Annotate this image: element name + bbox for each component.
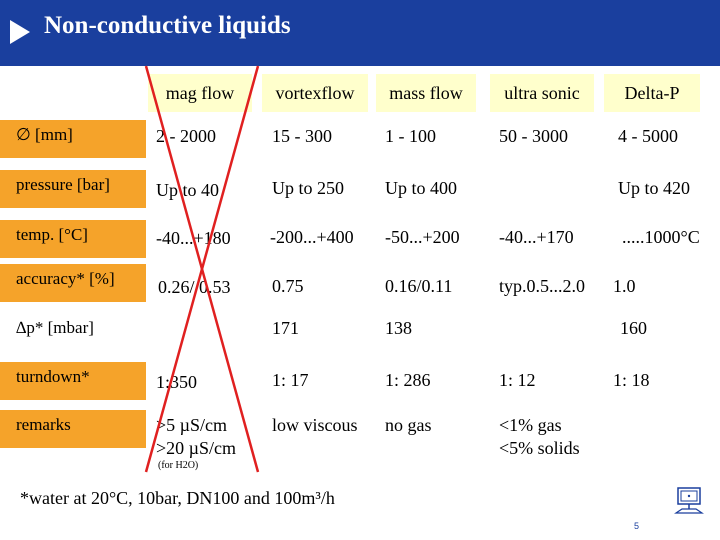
table-cell: 50 - 3000 — [499, 126, 568, 146]
row-label-pressure-drop: ∆p* [mbar] — [16, 318, 94, 337]
page-title: Non-conductive liquids — [44, 12, 291, 39]
row-label-accuracy: accuracy* [%] — [0, 264, 146, 302]
table-cell: no gas — [385, 415, 432, 435]
row-label-turndown: turndown* — [0, 362, 146, 400]
table-cell: .....1000°C — [622, 227, 700, 247]
table-cell: <1% gas — [499, 415, 562, 435]
table-cell: 0.16/0.11 — [385, 276, 453, 296]
table-cell: low viscous — [272, 415, 358, 435]
monitor-icon — [674, 487, 704, 514]
column-header-vortexflow: vortexflow — [262, 74, 368, 112]
table-cell: 1:350 — [156, 372, 198, 392]
table-cell: 2 - 2000 — [156, 126, 216, 146]
table-cell: -50...+200 — [385, 227, 460, 247]
table-cell: 1: 18 — [613, 370, 650, 390]
table-cell: 160 — [620, 318, 647, 338]
table-cell-note: (for H2O) — [158, 460, 199, 471]
table-cell: 1: 12 — [499, 370, 536, 390]
table-cell: 138 — [385, 318, 412, 338]
table-cell: -200...+400 — [270, 227, 354, 247]
row-label-pressure: pressure [bar] — [0, 170, 146, 208]
table-cell: Up to 400 — [385, 178, 457, 198]
table-cell: Up to 40 — [156, 180, 219, 200]
table-cell: 15 - 300 — [272, 126, 332, 146]
table-cell: 1.0 — [613, 276, 636, 296]
table-cell: >5 µS/cm — [156, 415, 228, 435]
row-label-diameter: ∅ [mm] — [0, 120, 146, 158]
table-cell: typ.0.5...2.0 — [499, 276, 586, 296]
table-cell: 0.75 — [272, 276, 304, 296]
row-label-temperature: temp. [°C] — [0, 220, 146, 258]
play-arrow-icon — [10, 20, 30, 44]
column-header-ultra-sonic: ultra sonic — [490, 74, 594, 112]
column-header-mag-flow: mag flow — [148, 74, 252, 112]
table-cell: 1: 17 — [272, 370, 309, 390]
column-header-mass-flow: mass flow — [376, 74, 476, 112]
table-cell: 1: 286 — [385, 370, 431, 390]
column-header-delta-p: Delta-P — [604, 74, 700, 112]
title-bar: Non-conductive liquids — [0, 0, 720, 66]
table-cell: 1 - 100 — [385, 126, 436, 146]
table-cell: Up to 420 — [618, 178, 690, 198]
table-cell: 171 — [272, 318, 299, 338]
row-label-remarks: remarks — [0, 410, 146, 448]
table-cell: 0.26/ 0.53 — [158, 277, 231, 297]
table-cell: <5% solids — [499, 438, 580, 458]
table-cell: Up to 250 — [272, 178, 344, 198]
page-number: 5 — [634, 521, 640, 531]
table-cell: -40...+170 — [499, 227, 574, 247]
table-cell: 4 - 5000 — [618, 126, 678, 146]
footnote: *water at 20°C, 10bar, DN100 and 100m³/h — [20, 488, 335, 508]
table-cell: >20 µS/cm — [156, 438, 237, 458]
